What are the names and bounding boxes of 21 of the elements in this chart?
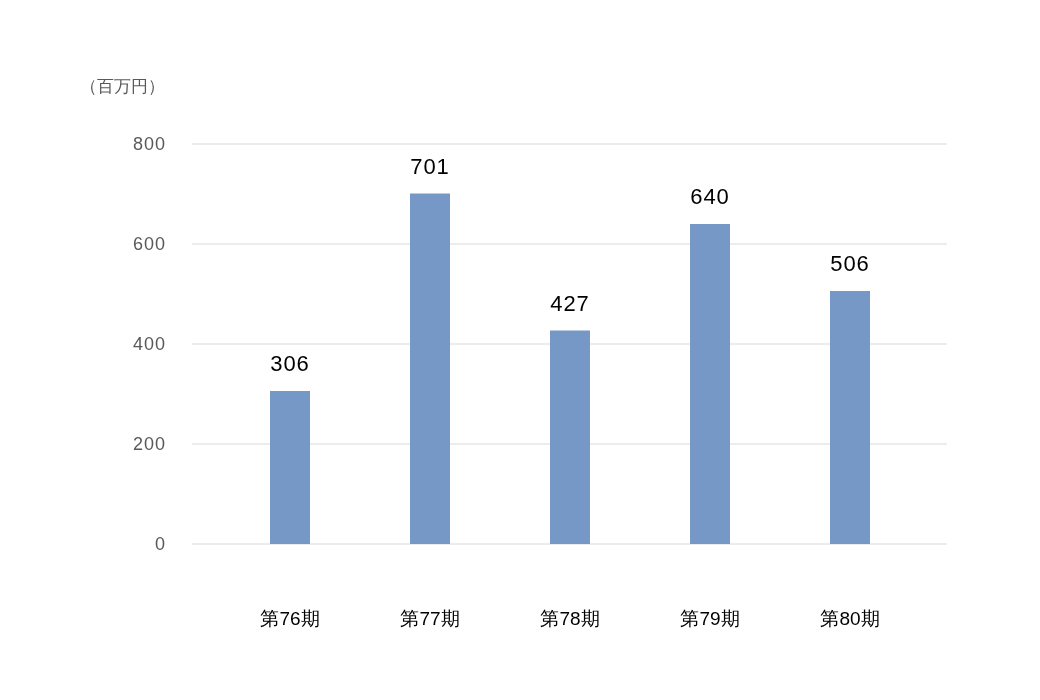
x-tick-label: 第78期 [540, 608, 600, 629]
data-label: 701 [410, 153, 450, 179]
x-tick-label: 第80期 [820, 608, 880, 629]
data-label: 306 [270, 351, 310, 376]
x-tick-label: 第76期 [260, 608, 320, 629]
bar [410, 193, 450, 544]
bar [690, 224, 730, 544]
bar [830, 291, 870, 544]
bar [550, 330, 590, 544]
y-axis-title: （百万円） [79, 77, 165, 96]
y-tick-label: 800 [132, 134, 166, 154]
y-tick-label: 0 [154, 534, 166, 554]
y-tick-label: 400 [132, 334, 166, 354]
x-tick-label: 第77期 [400, 608, 460, 629]
data-label: 427 [550, 290, 590, 316]
data-label: 640 [690, 184, 730, 209]
y-tick-label: 200 [132, 434, 166, 454]
y-tick-label: 600 [132, 234, 166, 254]
bar [270, 391, 310, 544]
data-label: 506 [830, 251, 870, 276]
x-tick-label: 第79期 [680, 608, 740, 629]
